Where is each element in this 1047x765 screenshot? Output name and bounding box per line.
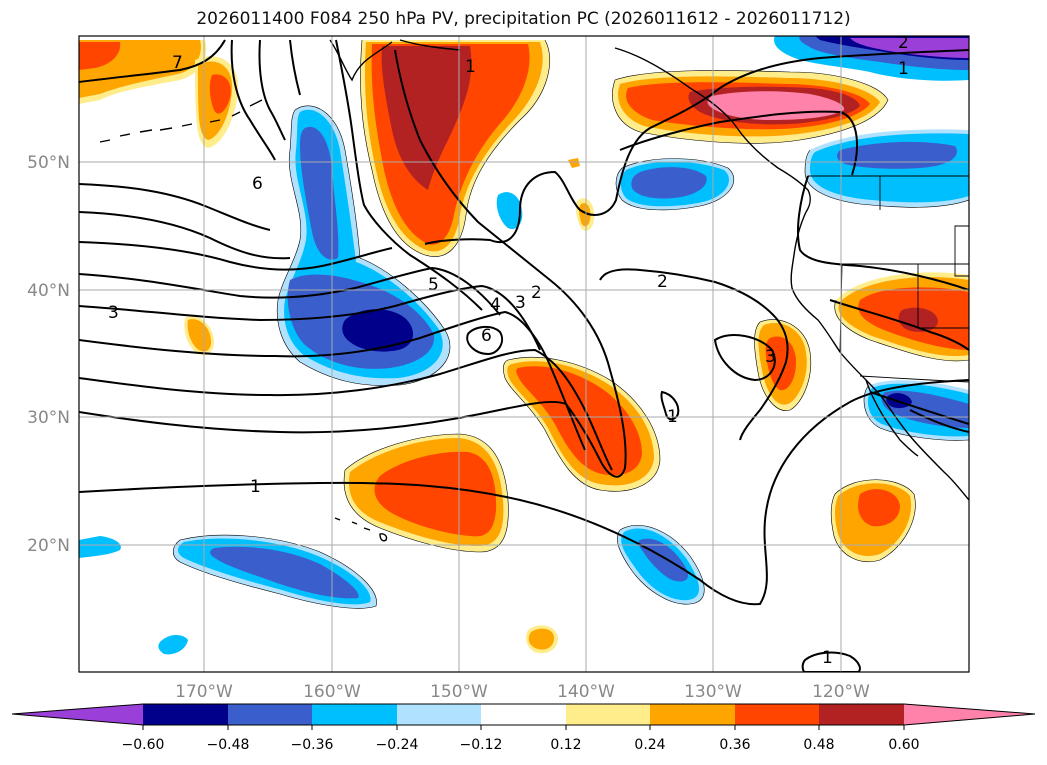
lon-label-160w: 160°W: [303, 682, 361, 702]
contour-label-6: 6: [252, 174, 263, 194]
colorbar-tick: −0.48: [207, 737, 250, 753]
colorbar-tick: −0.60: [122, 737, 165, 753]
contour-label-1-ne: 1: [898, 59, 909, 79]
contour-label-3-east: 3: [765, 347, 776, 367]
coastlines: [99, 39, 969, 542]
colorbar-bin: [650, 704, 735, 725]
colorbar-tick: 0.36: [719, 737, 750, 753]
contour-label-2-east: 2: [657, 272, 668, 292]
colorbar-bin: [397, 704, 481, 725]
contour-label-3: 3: [515, 293, 526, 313]
lon-label-130w: 130°W: [684, 682, 742, 702]
precip-central-negative: [277, 105, 450, 386]
precip-small-positive: [184, 158, 595, 654]
lon-label-120w: 120°W: [812, 682, 870, 702]
contour-label-4: 4: [490, 295, 501, 315]
colorbar-tick: −0.36: [291, 737, 334, 753]
colorbar-tick: −0.24: [376, 737, 419, 753]
precip-pacific-nw-negative: [805, 129, 969, 208]
precip-small-negative: [79, 158, 734, 655]
colorbar-tick: 0.12: [550, 737, 581, 753]
lat-label-30n: 30°N: [27, 408, 70, 428]
precip-tongue-north: [360, 40, 550, 257]
contour-label-3-west: 3: [108, 303, 119, 323]
colorbar-bin: [228, 704, 312, 725]
colorbar-bin: [481, 704, 566, 725]
contour-label-1-south: 1: [250, 477, 261, 497]
lat-label-40n: 40°N: [27, 281, 70, 301]
contour-label-2: 2: [531, 283, 542, 303]
gridlines: [79, 36, 969, 672]
colorbar-bin: [566, 704, 650, 725]
map-title: 2026011400 F084 250 hPa PV, precipitatio…: [196, 9, 851, 29]
colorbar-bin: [735, 704, 819, 725]
lat-label-50n: 50°N: [27, 153, 70, 173]
plot-frame: [78, 35, 970, 673]
colorbar-bin: [312, 704, 397, 725]
colorbar: −0.60 −0.48 −0.36 −0.24 −0.12 0.12 0.24 …: [11, 703, 1036, 753]
precip-northwest: [79, 40, 239, 148]
pv-contour-labels: 7 6 5 4 3 2 1 3 6 2 3 1 1 1 2 1: [108, 33, 909, 668]
precip-gulf-alaska: [612, 70, 888, 144]
colorbar-bin: [143, 704, 228, 725]
colorbar-tick: −0.12: [460, 737, 503, 753]
colorbar-tick: 0.48: [803, 737, 834, 753]
lon-label-150w: 150°W: [430, 682, 488, 702]
contour-label-1-se: 1: [822, 648, 833, 668]
contour-label-5: 5: [428, 275, 439, 295]
colorbar-extend-left: [12, 704, 143, 725]
colorbar-extend-right: [904, 704, 1035, 725]
precip-outlines: [172, 39, 969, 609]
contour-label-1: 1: [465, 57, 476, 77]
lon-label-170w: 170°W: [175, 682, 233, 702]
lat-label-20n: 20°N: [27, 536, 70, 556]
colorbar-bin: [819, 704, 904, 725]
colorbar-tick: 0.24: [634, 737, 665, 753]
colorbar-tick: 0.60: [888, 737, 919, 753]
precip-central-positive: [344, 357, 660, 552]
pv-contours: [79, 39, 969, 672]
contour-label-2-ne: 2: [898, 33, 909, 53]
lon-label-140w: 140°W: [557, 682, 615, 702]
precip-east-positive: [754, 272, 969, 562]
lat-axis: 50°N 40°N 30°N 20°N: [27, 153, 70, 556]
lon-axis: 170°W 160°W 150°W 140°W 130°W 120°W: [175, 682, 870, 702]
contour-label-6-closed: 6: [481, 326, 492, 346]
contour-label-7: 7: [172, 53, 183, 73]
